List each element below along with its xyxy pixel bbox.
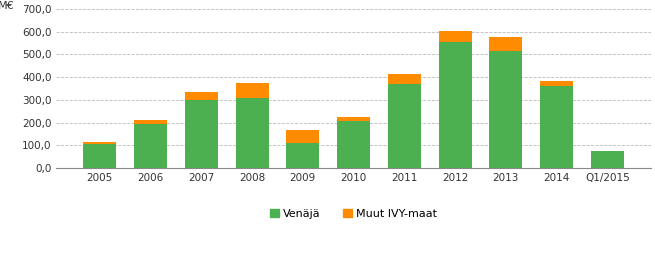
Bar bbox=[134, 120, 167, 124]
Bar bbox=[236, 98, 269, 168]
Legend: Venäjä, Muut IVY-maat: Venäjä, Muut IVY-maat bbox=[265, 204, 441, 223]
Y-axis label: M€: M€ bbox=[0, 1, 14, 11]
Bar bbox=[388, 84, 421, 168]
Bar bbox=[591, 151, 624, 168]
Bar bbox=[236, 83, 269, 98]
Bar bbox=[439, 42, 472, 168]
Bar bbox=[540, 86, 573, 168]
Bar bbox=[185, 92, 218, 100]
Bar bbox=[83, 142, 117, 144]
Bar bbox=[337, 121, 370, 168]
Bar bbox=[83, 144, 117, 168]
Bar bbox=[337, 117, 370, 121]
Bar bbox=[286, 130, 320, 143]
Bar bbox=[439, 31, 472, 42]
Bar bbox=[489, 51, 522, 168]
Bar bbox=[388, 74, 421, 84]
Bar bbox=[286, 143, 320, 168]
Bar bbox=[134, 124, 167, 168]
Bar bbox=[185, 100, 218, 168]
Bar bbox=[540, 81, 573, 86]
Bar bbox=[489, 37, 522, 51]
